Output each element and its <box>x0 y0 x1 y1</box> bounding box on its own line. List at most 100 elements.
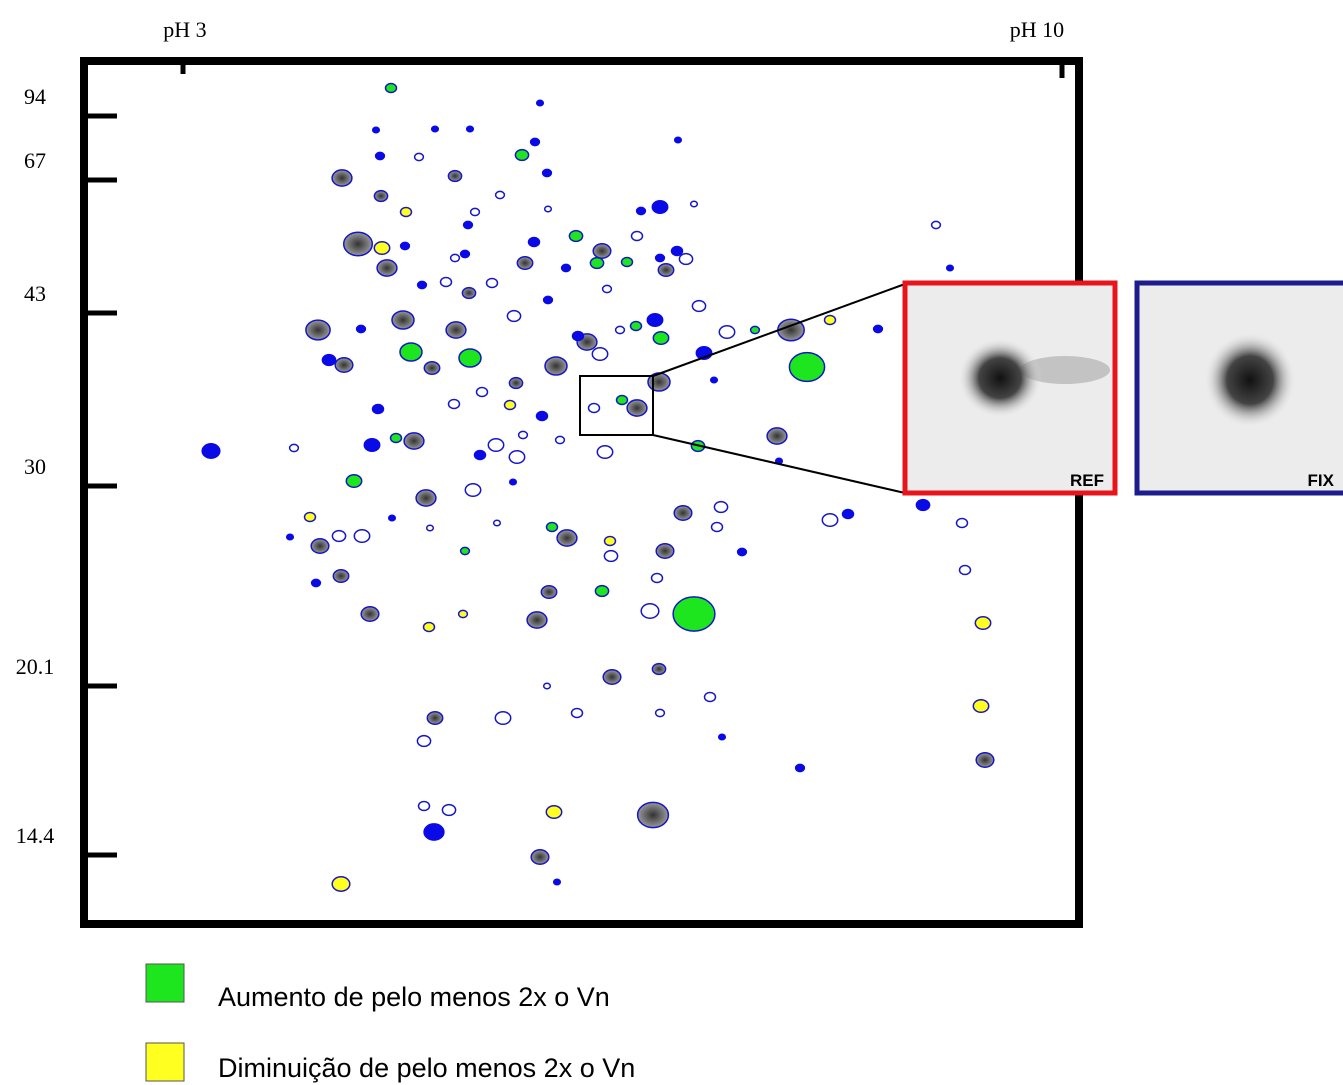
protein-spot <box>503 399 517 411</box>
protein-spot <box>494 190 506 200</box>
protein-spot <box>589 256 605 270</box>
protein-spot <box>655 543 675 559</box>
protein-spot <box>430 125 440 133</box>
protein-spot <box>374 151 386 161</box>
protein-spot <box>530 849 550 865</box>
protein-spot <box>603 535 617 547</box>
protein-spot <box>717 733 727 741</box>
zoom-line <box>652 434 906 494</box>
protein-spot <box>425 524 435 532</box>
protein-spot <box>545 521 559 533</box>
protein-spot <box>423 823 445 841</box>
protein-spot <box>568 229 584 243</box>
protein-spot <box>413 152 425 162</box>
protein-spot <box>544 356 568 376</box>
protein-spot <box>571 330 585 342</box>
protein-spot <box>629 320 643 332</box>
protein-spot <box>469 207 481 217</box>
protein-spot <box>384 82 398 94</box>
protein-spot <box>447 398 461 410</box>
protein-spot <box>672 596 716 632</box>
protein-spot <box>387 514 397 522</box>
protein-spot <box>603 549 619 563</box>
protein-spot <box>657 262 675 278</box>
protein-spot <box>506 309 522 323</box>
protein-spot <box>535 99 545 107</box>
protein-spot <box>552 878 562 886</box>
protein-spot <box>823 314 837 326</box>
protein-spot <box>592 243 612 259</box>
protein-spot <box>459 249 471 259</box>
protein-spot <box>334 357 354 373</box>
legend-text: Aumento de pelo menos 2x o Vn <box>218 982 610 1012</box>
protein-spot <box>373 189 389 203</box>
protein-spot <box>710 521 724 533</box>
spots <box>201 82 995 892</box>
protein-spot <box>508 478 518 486</box>
protein-spot <box>930 220 942 230</box>
protein-spot <box>285 533 295 541</box>
protein-spot <box>542 295 554 305</box>
protein-spot <box>650 572 664 584</box>
protein-spot <box>517 430 529 440</box>
gel-spot-image <box>1204 332 1296 428</box>
protein-spot <box>458 348 482 368</box>
mw-label: 94 <box>24 84 46 109</box>
zoom-box <box>579 375 654 436</box>
protein-spot <box>540 584 558 600</box>
protein-spot <box>594 584 610 598</box>
legend-swatch <box>145 963 185 1003</box>
protein-spot <box>371 403 385 415</box>
protein-spot <box>514 148 530 162</box>
protein-spot <box>543 205 553 213</box>
protein-spot <box>353 528 371 544</box>
protein-spot <box>691 299 707 313</box>
protein-spot <box>399 241 411 251</box>
gel-spot-image <box>1020 356 1110 384</box>
protein-spot <box>485 277 499 289</box>
protein-spot <box>508 449 526 465</box>
mw-label: 67 <box>24 148 46 173</box>
protein-spot <box>975 752 995 768</box>
protein-spot <box>310 578 322 588</box>
protein-spot <box>587 402 601 414</box>
protein-spot <box>545 804 563 820</box>
protein-spot <box>673 505 693 521</box>
protein-spot <box>321 353 337 367</box>
protein-spot <box>673 136 683 144</box>
protein-spot <box>529 137 541 147</box>
protein-spot <box>439 276 453 288</box>
protein-spot <box>713 500 729 514</box>
protein-spot <box>355 324 367 334</box>
protein-spot <box>651 662 667 676</box>
legend-swatch <box>145 1042 185 1082</box>
protein-spot <box>635 206 647 216</box>
protein-spot <box>646 312 664 328</box>
protein-spot <box>373 240 391 256</box>
protein-spot <box>654 708 666 718</box>
protein-spot <box>201 443 221 459</box>
protein-spot <box>464 482 482 498</box>
protein-spot <box>709 376 719 384</box>
protein-spot <box>487 437 505 453</box>
protein-spot <box>423 360 441 376</box>
protein-spot <box>465 125 475 133</box>
protein-spot <box>620 256 634 268</box>
protein-spot <box>872 324 884 334</box>
protein-spot <box>462 220 474 230</box>
protein-spot <box>736 547 748 557</box>
protein-spot <box>422 621 436 633</box>
protein-spot <box>630 230 644 242</box>
protein-spot <box>445 321 467 339</box>
protein-spot <box>570 707 584 719</box>
gel-spot-image <box>958 338 1042 418</box>
protein-spot <box>958 564 972 576</box>
protein-spot <box>391 310 415 330</box>
protein-spot <box>288 443 300 453</box>
protein-spot <box>955 517 969 529</box>
protein-spot <box>475 386 489 398</box>
legend-text: Diminuição de pelo menos 2x o Vn <box>218 1053 635 1083</box>
mw-axis: 94 67 43 30 20.1 14.4 <box>16 84 117 858</box>
